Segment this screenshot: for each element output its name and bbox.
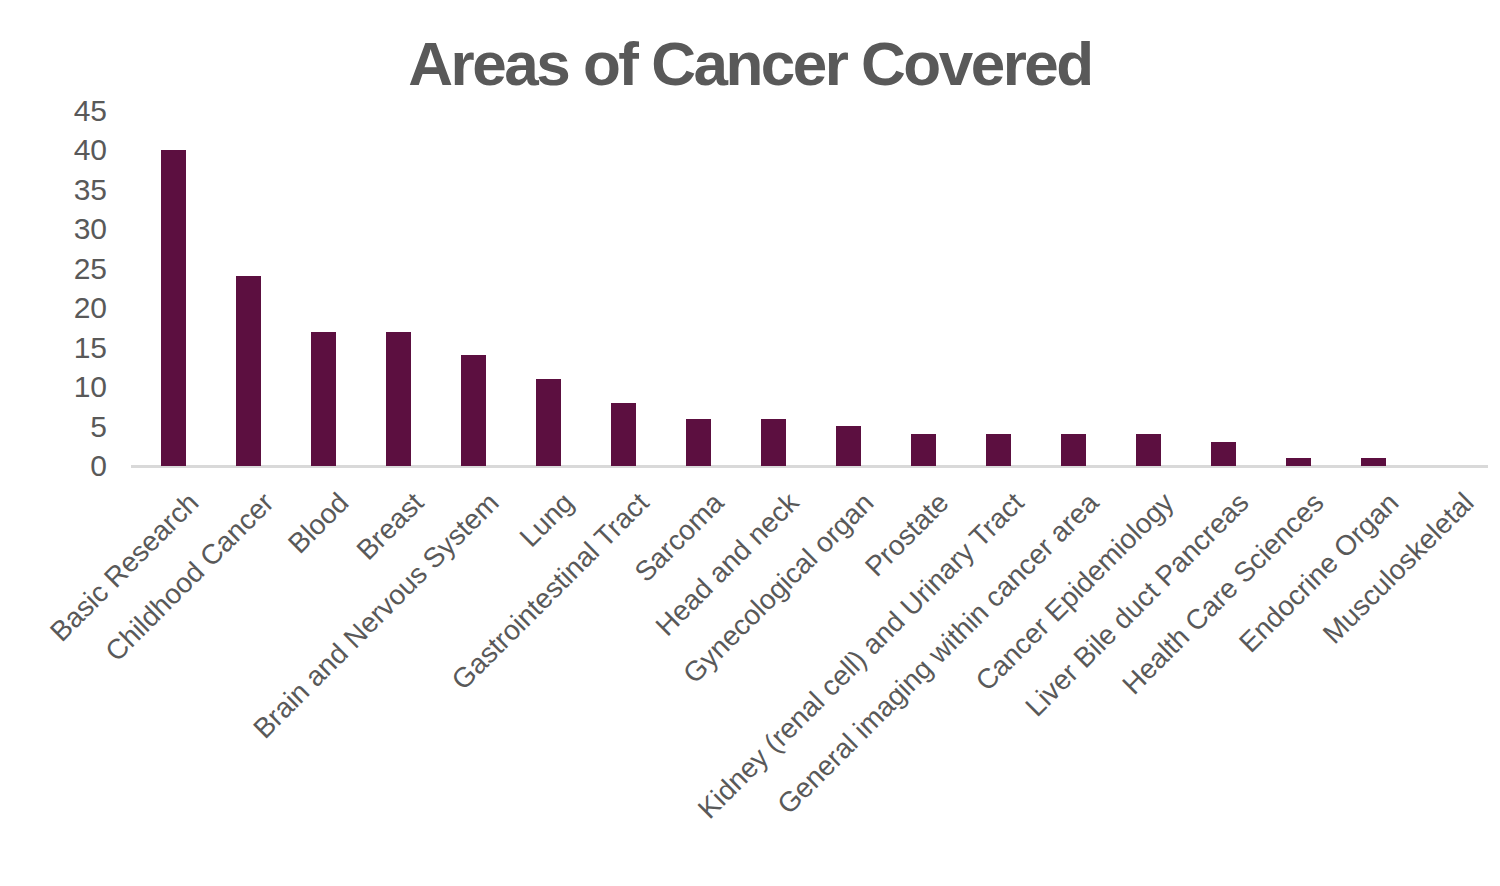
y-tick-label-40: 40 <box>0 131 107 169</box>
y-tick-label-5: 5 <box>0 408 107 446</box>
y-tick-label-30: 30 <box>0 210 107 248</box>
plot-area: 051015202530354045 Basic ResearchChildho… <box>0 0 1500 886</box>
bar-sarcoma <box>686 419 711 466</box>
bar-basic-research <box>161 150 186 466</box>
bar-gastrointestinal-tract <box>611 403 636 466</box>
bar-gynecological-organ <box>836 426 861 466</box>
y-tick-label-35: 35 <box>0 171 107 209</box>
bar-prostate <box>911 434 936 466</box>
bar-lung <box>536 379 561 466</box>
bar-kidney-renal-cell-and-urinary-tract <box>986 434 1011 466</box>
y-tick-label-0: 0 <box>0 447 107 485</box>
bar-brain-and-nervous-system <box>461 355 486 466</box>
bar-endocrine-organ <box>1361 458 1386 466</box>
bar-liver-bile-duct-pancreas <box>1211 442 1236 466</box>
bar-childhood-cancer <box>236 276 261 466</box>
y-tick-label-10: 10 <box>0 368 107 406</box>
bar-blood <box>311 332 336 466</box>
y-tick-label-15: 15 <box>0 329 107 367</box>
y-tick-label-45: 45 <box>0 92 107 130</box>
bar-head-and-neck <box>761 419 786 466</box>
bar-breast <box>386 332 411 466</box>
bar-cancer-epidemiology <box>1136 434 1161 466</box>
y-tick-label-25: 25 <box>0 250 107 288</box>
bar-health-care-sciences <box>1286 458 1311 466</box>
y-tick-label-20: 20 <box>0 289 107 327</box>
bar-chart: Areas of Cancer Covered 0510152025303540… <box>0 0 1500 886</box>
bar-general-imaging-within-cancer-area <box>1061 434 1086 466</box>
